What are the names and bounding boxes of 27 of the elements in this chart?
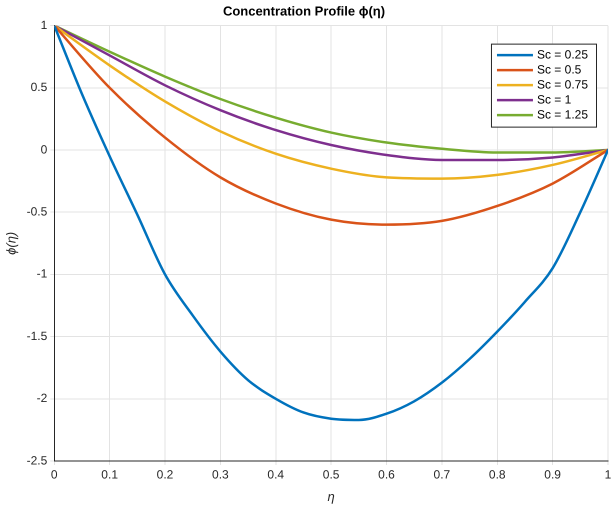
y-axis-title: ϕ(η) bbox=[3, 232, 18, 255]
legend-label: Sc = 0.25 bbox=[536, 47, 588, 62]
x-tick-label: 0.4 bbox=[267, 468, 284, 482]
y-tick-label: -1 bbox=[36, 266, 48, 281]
x-tick-label: 1 bbox=[604, 468, 612, 482]
x-tick-label: 0.3 bbox=[212, 468, 230, 482]
y-tick-label: 0 bbox=[40, 142, 48, 156]
legend-label: Sc = 1 bbox=[536, 92, 572, 106]
x-axis-title: η bbox=[328, 488, 335, 504]
legend-label: Sc = 0.5 bbox=[536, 62, 582, 76]
y-tick-label: 1 bbox=[40, 18, 48, 32]
x-tick-label: 0.9 bbox=[544, 468, 562, 482]
chart-title: Concentration Profile ϕ(η) bbox=[222, 3, 386, 18]
legend-label: Sc = 1.25 bbox=[536, 107, 588, 122]
x-tick-label: 0.2 bbox=[156, 468, 174, 482]
x-tick-label: 0.8 bbox=[488, 468, 506, 482]
y-tick-label: 0.5 bbox=[30, 80, 48, 94]
legend-label: Sc = 0.75 bbox=[536, 77, 588, 92]
x-tick-label: 0 bbox=[50, 468, 58, 482]
y-tick-label: -1.5 bbox=[26, 328, 48, 343]
y-tick-label: -0.5 bbox=[26, 204, 48, 219]
x-tick-label: 0.5 bbox=[322, 468, 340, 482]
y-tick-label: -2.5 bbox=[26, 453, 48, 468]
y-tick-label: -2 bbox=[36, 391, 48, 406]
x-tick-label: 0.1 bbox=[101, 468, 118, 482]
x-tick-label: 0.6 bbox=[378, 468, 396, 482]
x-tick-label: 0.7 bbox=[434, 468, 451, 482]
